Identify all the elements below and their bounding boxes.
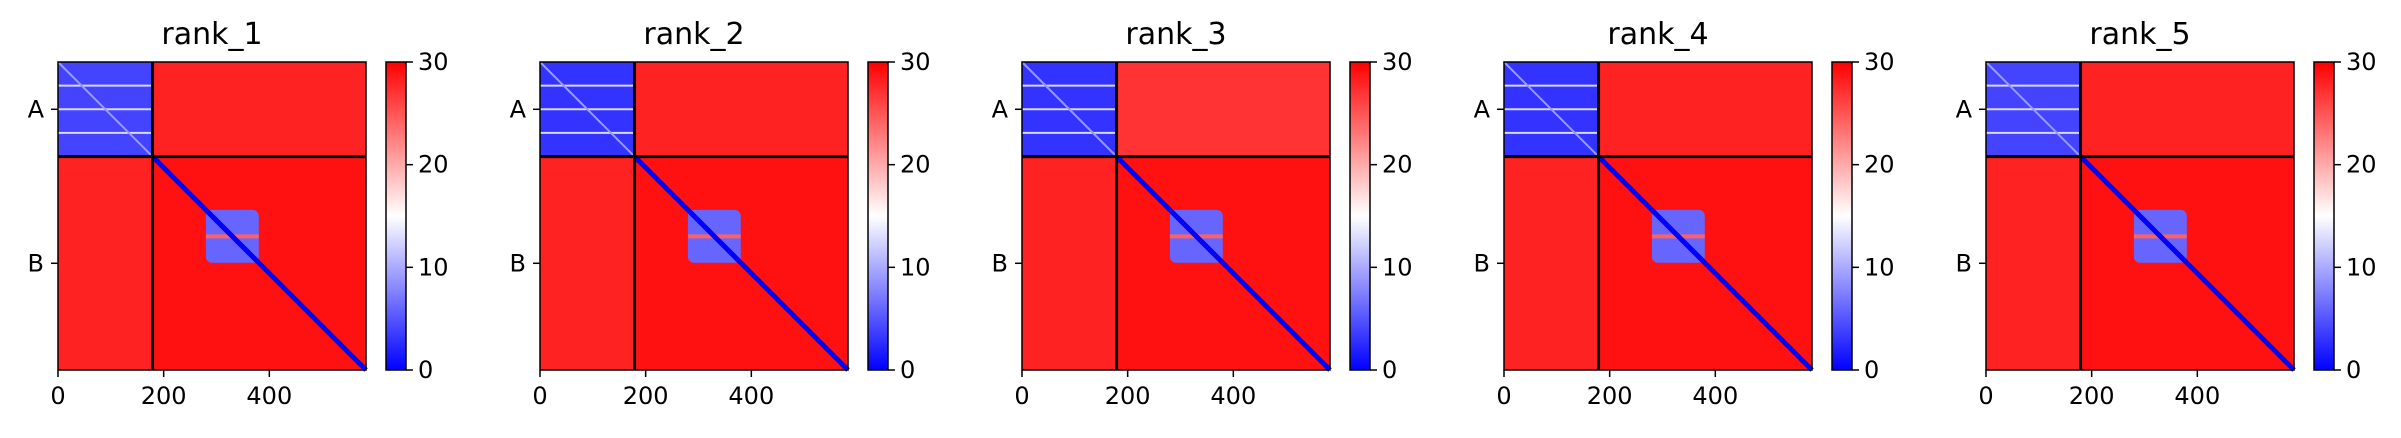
colorbar-tick-label: 20 — [418, 151, 449, 179]
block-A-B — [1598, 62, 1812, 157]
colorbar-tick-label: 30 — [1382, 48, 1413, 76]
colorbar-tick-label: 10 — [900, 253, 931, 281]
pae-panel-2: rank_2 0 200 400 A B 0 10 20 30 — [510, 17, 931, 410]
colorbar-tick-label: 20 — [1864, 151, 1895, 179]
colorbar-tick-label: 30 — [1864, 48, 1895, 76]
colorbar-frame — [1349, 61, 1371, 371]
x-tick-label: 200 — [623, 382, 669, 410]
x-tick-label: 0 — [1978, 382, 1993, 410]
y-tick-label: B — [992, 249, 1008, 277]
y-tick-label: B — [1956, 249, 1972, 277]
colorbar-tick-label: 30 — [2346, 48, 2377, 76]
block-B-B-diagonal — [1596, 154, 1814, 372]
block-B-B-diagonal — [632, 154, 850, 372]
block-A-A-diagonal — [57, 61, 154, 158]
y-tick-label: B — [510, 249, 526, 277]
x-tick-label: 200 — [1105, 382, 1151, 410]
block-A-B — [152, 62, 366, 157]
colorbar-tick-label: 10 — [418, 253, 449, 281]
block-B-A — [540, 156, 635, 370]
colorbar-tick-label: 30 — [418, 48, 449, 76]
panel-title: rank_3 — [1125, 17, 1226, 52]
axes-frame — [539, 61, 849, 371]
block-A-A-diagonal — [1503, 61, 1600, 158]
x-tick-label: 400 — [2174, 382, 2220, 410]
pae-panel-3: rank_3 0 200 400 A B 0 10 20 30 — [992, 17, 1413, 410]
colorbar-tick-label: 10 — [2346, 253, 2377, 281]
colorbar-tick-label: 10 — [1864, 253, 1895, 281]
x-tick-label: 200 — [1587, 382, 1633, 410]
colorbar-tick-label: 20 — [2346, 151, 2377, 179]
colorbar-tick-label: 0 — [1382, 356, 1397, 384]
y-tick-label: B — [28, 249, 44, 277]
y-tick-label: A — [1474, 95, 1491, 123]
block-A-A-diagonal — [1985, 61, 2082, 158]
x-tick-label: 400 — [1692, 382, 1738, 410]
block-A-B — [634, 62, 848, 157]
colorbar — [1350, 62, 1370, 370]
axes-frame — [1503, 61, 1813, 371]
block-B-A — [58, 156, 153, 370]
block-B-B-diagonal — [150, 154, 368, 372]
x-tick-label: 200 — [141, 382, 187, 410]
block-A-B — [2080, 62, 2294, 157]
colorbar-tick-label: 30 — [900, 48, 931, 76]
x-tick-label: 200 — [2069, 382, 2115, 410]
y-tick-label: A — [510, 95, 527, 123]
y-tick-label: A — [992, 95, 1009, 123]
panel-title: rank_5 — [2089, 17, 2190, 52]
colorbar-tick-label: 0 — [418, 356, 433, 384]
block-A-B — [1116, 62, 1330, 157]
colorbar — [868, 62, 888, 370]
block-B-A — [1022, 156, 1117, 370]
x-tick-label: 0 — [532, 382, 547, 410]
block-A-A-diagonal — [539, 61, 636, 158]
axes-frame — [1985, 61, 2295, 371]
axes-frame — [1021, 61, 1331, 371]
pae-panel-4: rank_4 0 200 400 A B 0 10 20 30 — [1474, 17, 1895, 410]
axes-frame — [57, 61, 367, 371]
block-B-A — [1986, 156, 2081, 370]
y-tick-label: B — [1474, 249, 1490, 277]
colorbar — [1832, 62, 1852, 370]
x-tick-label: 0 — [1014, 382, 1029, 410]
block-B-B-diagonal — [1114, 154, 1332, 372]
block-B-A — [1504, 156, 1599, 370]
x-tick-label: 400 — [728, 382, 774, 410]
colorbar-tick-label: 20 — [900, 151, 931, 179]
panel-title: rank_4 — [1607, 17, 1708, 52]
colorbar-tick-label: 20 — [1382, 151, 1413, 179]
panel-title: rank_2 — [643, 17, 744, 52]
colorbar-frame — [2313, 61, 2335, 371]
x-tick-label: 400 — [246, 382, 292, 410]
x-tick-label: 400 — [1210, 382, 1256, 410]
y-tick-label: A — [1956, 95, 1973, 123]
x-tick-label: 0 — [1496, 382, 1511, 410]
y-tick-label: A — [28, 95, 45, 123]
colorbar-frame — [385, 61, 407, 371]
pae-panel-1: rank_1 0 200 400 A B 0 10 20 30 — [28, 17, 449, 410]
x-tick-label: 0 — [50, 382, 65, 410]
block-B-B-diagonal — [2078, 154, 2296, 372]
pae-panel-5: rank_5 0 200 400 A B 0 10 20 30 — [1956, 17, 2377, 410]
colorbar — [386, 62, 406, 370]
colorbar-tick-label: 10 — [1382, 253, 1413, 281]
block-A-A-diagonal — [1021, 61, 1118, 158]
colorbar-tick-label: 0 — [900, 356, 915, 384]
colorbar-tick-label: 0 — [1864, 356, 1879, 384]
colorbar-tick-label: 0 — [2346, 356, 2361, 384]
colorbar-frame — [1831, 61, 1853, 371]
panel-title: rank_1 — [161, 17, 262, 52]
colorbar-frame — [867, 61, 889, 371]
colorbar — [2314, 62, 2334, 370]
